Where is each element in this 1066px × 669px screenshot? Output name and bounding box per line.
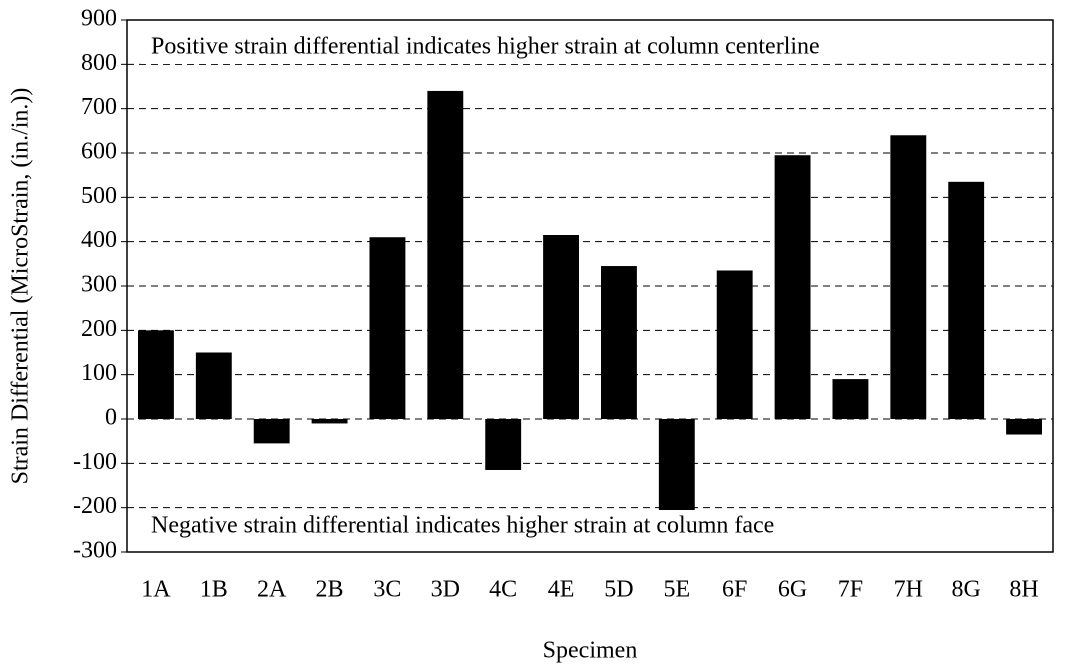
annotation: Positive strain differential indicates h…	[151, 34, 820, 60]
y-tick-label: -300	[73, 538, 117, 564]
x-tick-label: 8H	[1009, 577, 1038, 603]
annotation: Negative strain differential indicates h…	[151, 513, 774, 539]
x-axis-title: Specimen	[543, 638, 638, 664]
bar	[948, 181, 985, 419]
bar	[485, 419, 522, 470]
x-tick-label: 1A	[141, 577, 171, 603]
annotation-bg	[141, 510, 785, 544]
bar	[832, 379, 869, 419]
x-tick-label: 2A	[257, 577, 287, 603]
x-tick-label: 5E	[663, 577, 690, 603]
y-tick-label: 900	[81, 6, 117, 32]
annotation-bg	[141, 30, 830, 64]
y-tick-label: 0	[105, 405, 117, 431]
x-tick-label: 7H	[894, 577, 923, 603]
bar	[369, 237, 406, 419]
x-tick-label: 3C	[373, 577, 401, 603]
bar	[774, 155, 811, 419]
x-tick-label: 6G	[778, 577, 807, 603]
bar	[195, 352, 232, 419]
y-tick-label: 700	[81, 94, 117, 120]
x-tick-label: 2B	[316, 577, 344, 603]
y-tick-label: 400	[81, 227, 117, 253]
bar	[427, 90, 464, 419]
bar	[600, 266, 637, 419]
y-tick-label: 300	[81, 272, 117, 298]
y-tick-label: 500	[81, 183, 117, 209]
y-axis-title: Strain Differential (MicroStrain, (in./i…	[8, 88, 34, 485]
y-tick-label: 200	[81, 316, 117, 342]
bar	[716, 270, 753, 419]
bar	[253, 419, 290, 444]
bar	[543, 235, 580, 419]
bar	[1006, 419, 1043, 435]
y-tick-label: -200	[73, 493, 117, 519]
y-tick-label: 800	[81, 50, 117, 76]
x-tick-label: 4C	[489, 577, 517, 603]
x-tick-label: 8G	[952, 577, 981, 603]
y-tick-label: 100	[81, 360, 117, 386]
y-tick-label: 600	[81, 139, 117, 165]
bar	[137, 330, 174, 419]
plot-border	[126, 19, 1054, 553]
y-tick-label: -100	[73, 449, 117, 475]
x-tick-label: 7F	[838, 577, 863, 603]
x-tick-label: 1B	[200, 577, 228, 603]
x-tick-label: 4E	[548, 577, 575, 603]
bar	[658, 419, 695, 513]
x-tick-label: 5D	[604, 577, 633, 603]
x-tick-label: 6F	[722, 577, 747, 603]
bar	[890, 135, 927, 419]
x-tick-label: 3D	[431, 577, 460, 603]
bar	[311, 419, 348, 424]
